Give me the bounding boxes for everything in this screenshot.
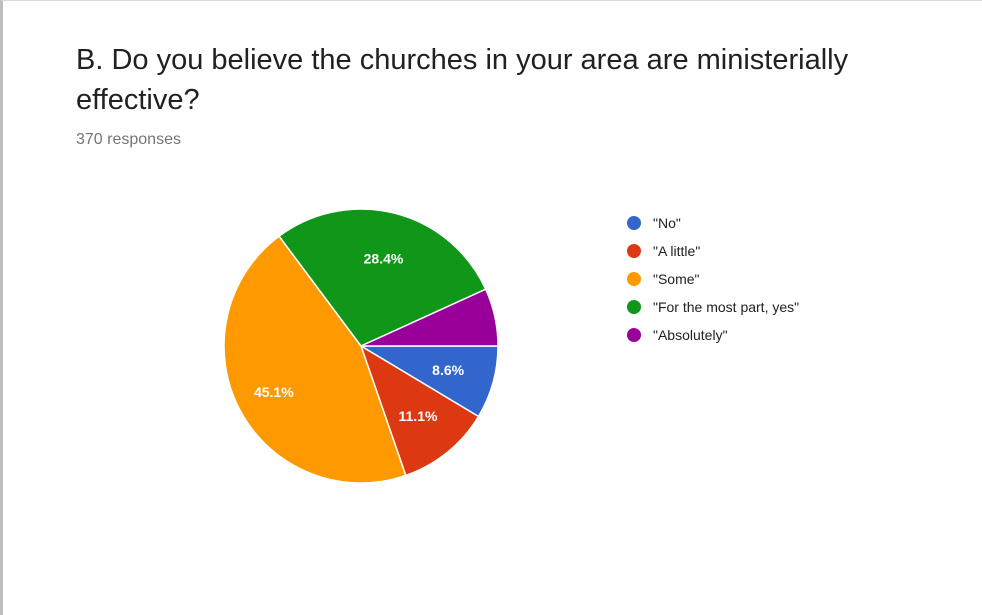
slice-data-label: 45.1% <box>254 384 294 400</box>
slice-data-label: 11.1% <box>399 408 438 424</box>
legend-swatch <box>627 244 641 258</box>
pie-slice[interactable] <box>223 235 407 484</box>
legend-label[interactable]: "A little" <box>653 243 700 259</box>
pie-slice[interactable] <box>278 208 487 347</box>
slice-data-label: 8.6% <box>432 362 464 378</box>
pie-slice[interactable] <box>359 344 480 477</box>
legend-label[interactable]: "For the most part, yes" <box>653 299 799 315</box>
legend-swatch <box>627 300 641 314</box>
question-title: B. Do you believe the churches in your a… <box>76 44 849 116</box>
legend-swatch <box>627 328 641 342</box>
legend-swatch <box>627 216 641 230</box>
legend-label[interactable]: "Some" <box>653 271 700 287</box>
legend-swatch <box>627 272 641 286</box>
slice-data-label: 28.4% <box>364 250 404 266</box>
response-count: 370 responses <box>76 131 181 148</box>
legend-label[interactable]: "No" <box>653 215 681 231</box>
legend-label[interactable]: "Absolutely" <box>653 327 728 343</box>
pie-slice[interactable] <box>360 288 499 347</box>
